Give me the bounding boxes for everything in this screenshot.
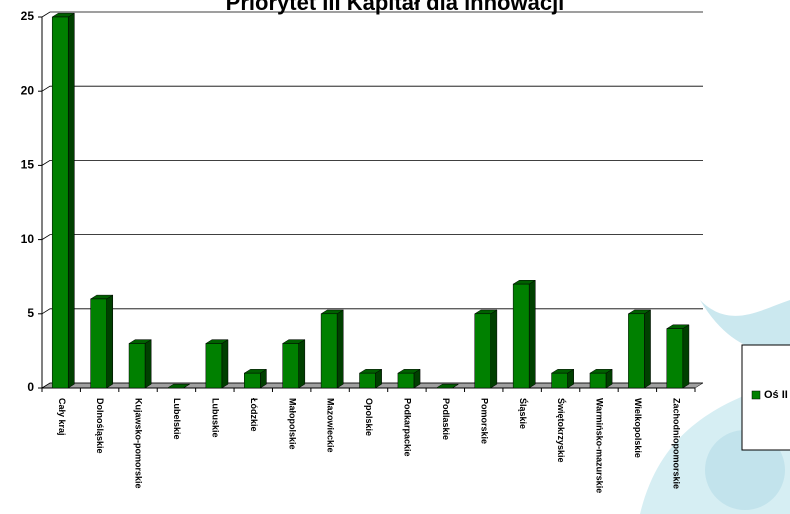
x-tick-label: Opolskie [364, 398, 374, 436]
bar-front [551, 372, 568, 389]
bar-front [589, 372, 607, 389]
bar-front [512, 283, 530, 389]
y-tick-label: 15 [21, 158, 35, 172]
x-tick-label: Podkarpackie [403, 398, 413, 457]
bar-front [90, 298, 107, 389]
bar-top [166, 383, 191, 389]
bar [473, 309, 498, 389]
bar-side [490, 309, 498, 389]
x-tick-label: Zachodniopomorskie [671, 398, 681, 489]
bar-side [67, 12, 75, 389]
y-tick-label: 0 [27, 380, 34, 394]
bar [204, 339, 229, 389]
bar-front [397, 372, 415, 389]
x-tick-label: Pomorskie [479, 398, 489, 444]
bar [281, 339, 306, 389]
x-tick-label: Śląskie [518, 398, 529, 429]
grid-line [41, 11, 703, 18]
x-tick-label: Cały kraj [57, 398, 67, 436]
x-tick-label: Mazowieckie [326, 398, 336, 453]
bar [512, 279, 537, 389]
x-tick-label: Małopolskie [287, 398, 297, 450]
bar-side [336, 309, 344, 389]
y-tick-label: 20 [21, 83, 35, 97]
bar-front [474, 313, 491, 389]
x-tick-label: Podlaskie [441, 398, 451, 440]
bar-front [244, 372, 261, 389]
bar [166, 383, 191, 389]
bar-side [644, 309, 651, 389]
x-tick-label: Warmińsko-mazurskie [595, 398, 605, 493]
bar-side [528, 279, 536, 389]
x-tick-label: Lubuskie [210, 398, 220, 438]
bar-side [144, 339, 152, 389]
grid-line [41, 85, 703, 92]
bar [627, 309, 652, 389]
bar-front [51, 16, 69, 389]
bar-side [298, 339, 306, 389]
bar [397, 368, 421, 389]
bar [589, 368, 613, 389]
bar-front [666, 328, 684, 389]
grid-line [41, 159, 703, 166]
grid-line [41, 234, 703, 240]
bar [320, 309, 345, 389]
y-tick-label: 5 [27, 306, 34, 320]
bar-front [282, 343, 299, 389]
bar-front [205, 343, 223, 389]
x-tick-label: Wielkopolskie [633, 398, 643, 458]
bar-top [435, 383, 460, 389]
bar [51, 12, 76, 389]
grid-line [41, 308, 703, 315]
bar [435, 383, 460, 389]
y-tick-label: 25 [21, 9, 35, 23]
legend-box [741, 344, 790, 451]
x-tick-label: Lubelskie [172, 398, 182, 440]
x-tick-label: Łódzkie [249, 398, 259, 432]
bar [128, 339, 153, 389]
legend-label: Oś II [764, 389, 788, 401]
x-tick-label: Świętokrzyskie [556, 398, 567, 463]
x-tick-label: Kujawsko-pomorskie [134, 398, 144, 489]
bar-front [359, 372, 376, 389]
bar-side [682, 324, 690, 389]
legend-swatch [751, 390, 761, 400]
bar [358, 368, 383, 389]
bar [243, 368, 268, 389]
y-tick-label: 10 [21, 232, 35, 246]
chart-title: Priorytet III Kapitał dla innowacji [226, 0, 565, 15]
bar [550, 368, 575, 389]
bar-side [221, 339, 229, 389]
bar [89, 294, 114, 389]
bar-side [106, 294, 114, 389]
bar [665, 324, 690, 389]
bar-front [128, 343, 146, 389]
x-tick-label: Dolnośląskie [95, 398, 105, 454]
bar-front [628, 313, 645, 389]
bar-front [320, 313, 338, 389]
